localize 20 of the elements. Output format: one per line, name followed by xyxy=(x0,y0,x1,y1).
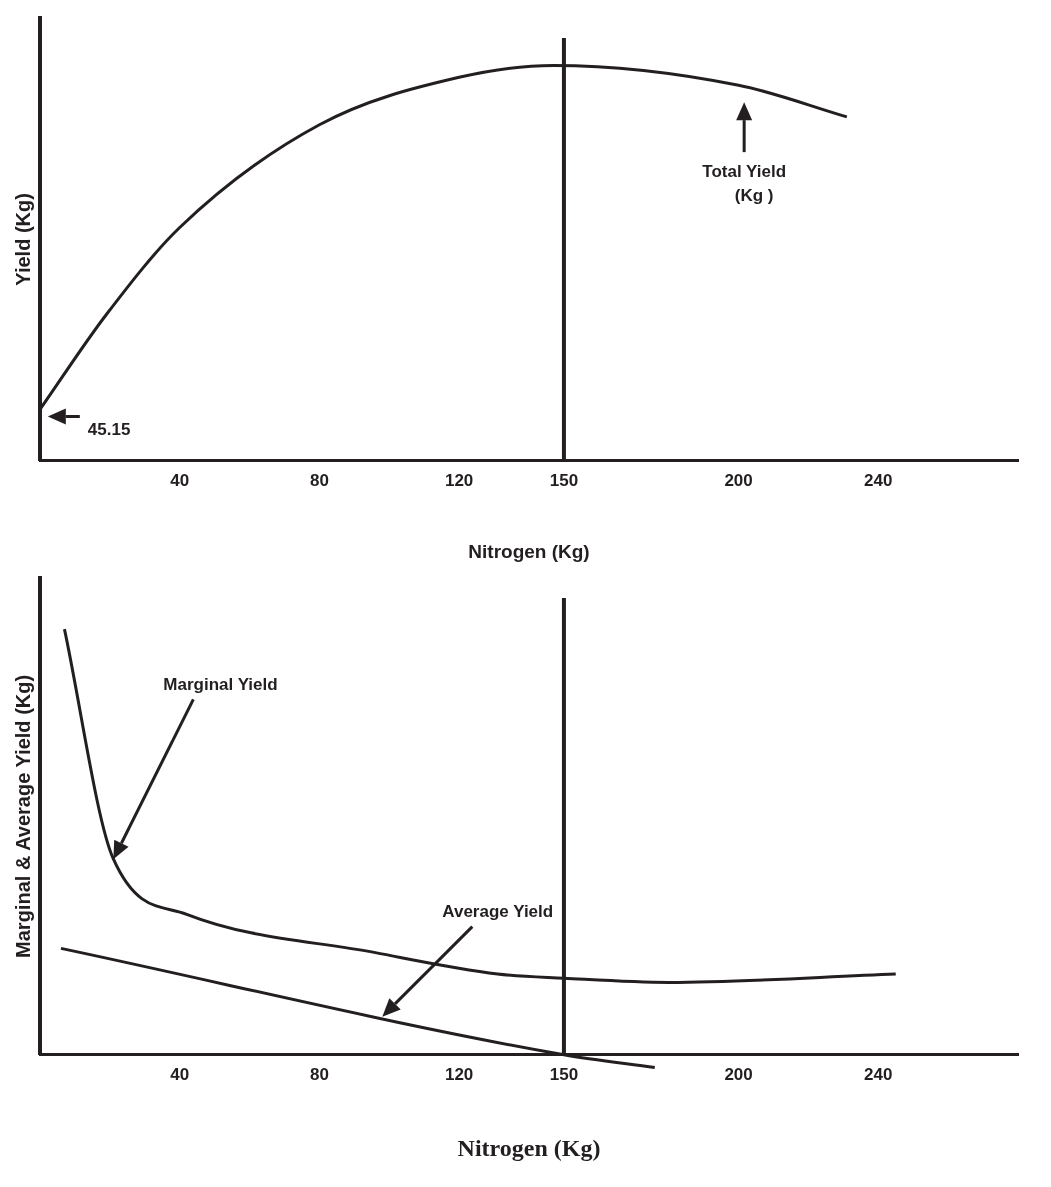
x-tick-label: 200 xyxy=(724,1064,753,1084)
x-tick-label: 80 xyxy=(309,470,329,490)
x-axis-title: Nitrogen (Kg) xyxy=(457,1134,601,1161)
annotation: Total Yield (Kg ) xyxy=(702,161,787,205)
x-tick-label: 40 xyxy=(170,1064,190,1084)
x-tick-label: 240 xyxy=(864,1064,893,1084)
x-tick-label: 120 xyxy=(444,470,474,490)
y-axis-title: Marginal & Average Yield (Kg) xyxy=(11,674,34,958)
x-tick-label: 150 xyxy=(549,470,579,490)
annotation: 45.15 xyxy=(87,420,131,440)
x-tick-label: 200 xyxy=(724,470,753,490)
annotation: Average Yield xyxy=(442,902,554,922)
x-tick-label: 40 xyxy=(170,470,190,490)
x-tick-label: 150 xyxy=(549,1064,579,1084)
x-tick-label: 120 xyxy=(444,1064,474,1084)
annotation: Marginal Yield xyxy=(163,675,278,694)
y-axis-title: Yield (Kg) xyxy=(11,193,34,286)
x-tick-label: 240 xyxy=(864,470,893,490)
x-axis-title: Nitrogen (Kg) xyxy=(468,540,590,562)
x-tick-label: 80 xyxy=(309,1064,329,1084)
